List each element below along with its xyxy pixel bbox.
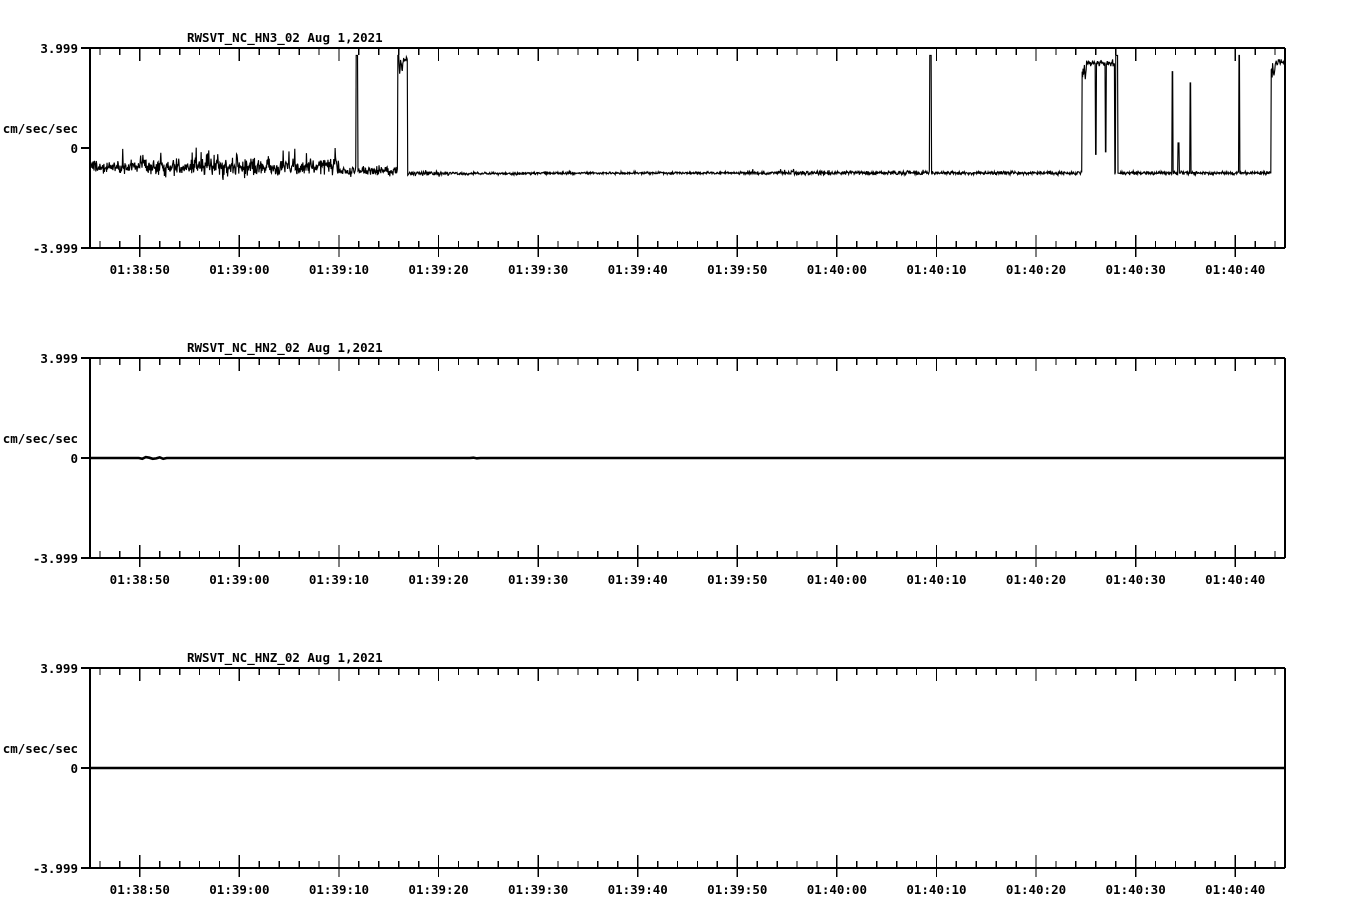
panel-3-ytick-mid: 0 bbox=[70, 761, 78, 776]
panel-3-y-axis-label: cm/sec/sec bbox=[3, 741, 78, 756]
xtick-label: 01:39:00 bbox=[209, 262, 269, 277]
panel-3-frame bbox=[89, 667, 1286, 869]
xtick-label: 01:39:50 bbox=[707, 882, 767, 897]
panel-2-ytick-bottom: -3.999 bbox=[33, 551, 78, 566]
xtick-label: 01:39:00 bbox=[209, 882, 269, 897]
xtick-label: 01:40:40 bbox=[1205, 262, 1265, 277]
panel-2-title: RWSVT_NC_HN2_02 Aug 1,2021 bbox=[187, 340, 383, 356]
panel-1-y-axis-label: cm/sec/sec bbox=[3, 121, 78, 136]
xtick-label: 01:40:10 bbox=[906, 262, 966, 277]
waveform-panel-1: RWSVT_NC_HN3_02 Aug 1,2021 cm/sec/sec 3.… bbox=[0, 0, 1358, 310]
xtick-label: 01:40:40 bbox=[1205, 882, 1265, 897]
xtick-label: 01:39:40 bbox=[608, 262, 668, 277]
xtick-label: 01:40:20 bbox=[1006, 882, 1066, 897]
panel-2-ytick-mid: 0 bbox=[70, 451, 78, 466]
panel-3-title: RWSVT_NC_HNZ_02 Aug 1,2021 bbox=[187, 650, 383, 666]
xtick-label: 01:39:00 bbox=[209, 572, 269, 587]
xtick-label: 01:40:20 bbox=[1006, 572, 1066, 587]
xtick-label: 01:39:20 bbox=[408, 882, 468, 897]
xtick-label: 01:39:20 bbox=[408, 262, 468, 277]
panel-1-waveform-trace bbox=[89, 54, 1286, 181]
panel-2-plot: RWSVT_NC_HN2_02 Aug 1,2021 cm/sec/sec 3.… bbox=[3, 340, 1286, 587]
panel-1-frame bbox=[89, 47, 1286, 249]
xtick-label: 01:39:30 bbox=[508, 572, 568, 587]
panel-2-y-axis-label: cm/sec/sec bbox=[3, 431, 78, 446]
xtick-label: 01:40:20 bbox=[1006, 262, 1066, 277]
panel-3-ticks bbox=[99, 668, 1276, 877]
xtick-label: 01:39:30 bbox=[508, 262, 568, 277]
xtick-label: 01:39:20 bbox=[408, 572, 468, 587]
tick-marks bbox=[99, 48, 1276, 257]
waveform-panel-3: RWSVT_NC_HNZ_02 Aug 1,2021 cm/sec/sec 3.… bbox=[0, 620, 1358, 924]
tick-marks bbox=[99, 358, 1276, 567]
panel-3-xtick-labels: 01:38:50 01:39:00 01:39:10 01:39:20 01:39:30… bbox=[110, 882, 1266, 897]
panel-1-xtick-labels: 01:38:50 01:39:00 01:39:10 01:39:20 01:39:30… bbox=[110, 262, 1266, 277]
panel-3-ytick-top: 3.999 bbox=[40, 661, 78, 676]
xtick-label: 01:39:50 bbox=[707, 572, 767, 587]
xtick-label: 01:40:30 bbox=[1106, 882, 1166, 897]
xtick-label: 01:40:10 bbox=[906, 572, 966, 587]
panel-1-ytick-mid: 0 bbox=[70, 141, 78, 156]
xtick-label: 01:40:30 bbox=[1106, 262, 1166, 277]
panel-3-ytick-bottom: -3.999 bbox=[33, 861, 78, 876]
xtick-label: 01:40:00 bbox=[807, 572, 867, 587]
waveform-panel-2: RWSVT_NC_HN2_02 Aug 1,2021 cm/sec/sec 3.… bbox=[0, 310, 1358, 620]
xtick-label: 01:40:30 bbox=[1106, 572, 1166, 587]
panel-2-xtick-labels: 01:38:50 01:39:00 01:39:10 01:39:20 01:39:30… bbox=[110, 572, 1266, 587]
xtick-label: 01:40:40 bbox=[1205, 572, 1265, 587]
xtick-label: 01:39:10 bbox=[309, 262, 369, 277]
panel-2-waveform-trace bbox=[90, 455, 1285, 461]
xtick-label: 01:40:00 bbox=[807, 262, 867, 277]
xtick-label: 01:39:40 bbox=[608, 882, 668, 897]
panel-2-ticks bbox=[99, 358, 1276, 567]
panel-1-ticks bbox=[99, 48, 1276, 257]
panel-1-ytick-marks bbox=[81, 47, 90, 249]
xtick-label: 01:40:00 bbox=[807, 882, 867, 897]
xtick-label: 01:39:10 bbox=[309, 572, 369, 587]
xtick-label: 01:39:40 bbox=[608, 572, 668, 587]
xtick-label: 01:38:50 bbox=[110, 882, 170, 897]
panel-2-frame bbox=[89, 357, 1286, 559]
xtick-label: 01:39:50 bbox=[707, 262, 767, 277]
xtick-label: 01:38:50 bbox=[110, 262, 170, 277]
xtick-label: 01:39:10 bbox=[309, 882, 369, 897]
tick-marks bbox=[99, 668, 1276, 877]
xtick-label: 01:38:50 bbox=[110, 572, 170, 587]
panel-1-plot: RWSVT_NC_HN3_02 Aug 1,2021 cm/sec/sec 3.… bbox=[3, 30, 1286, 277]
panel-1-title: RWSVT_NC_HN3_02 Aug 1,2021 bbox=[187, 30, 383, 46]
panel-2-ytick-marks bbox=[81, 357, 90, 559]
xtick-label: 01:39:30 bbox=[508, 882, 568, 897]
panel-1-ytick-top: 3.999 bbox=[40, 41, 78, 56]
panel-2-ytick-top: 3.999 bbox=[40, 351, 78, 366]
panel-3-ytick-marks bbox=[81, 667, 90, 869]
xtick-label: 01:40:10 bbox=[906, 882, 966, 897]
panel-3-plot: RWSVT_NC_HNZ_02 Aug 1,2021 cm/sec/sec 3.… bbox=[3, 650, 1286, 897]
panel-1-ytick-bottom: -3.999 bbox=[33, 241, 78, 256]
